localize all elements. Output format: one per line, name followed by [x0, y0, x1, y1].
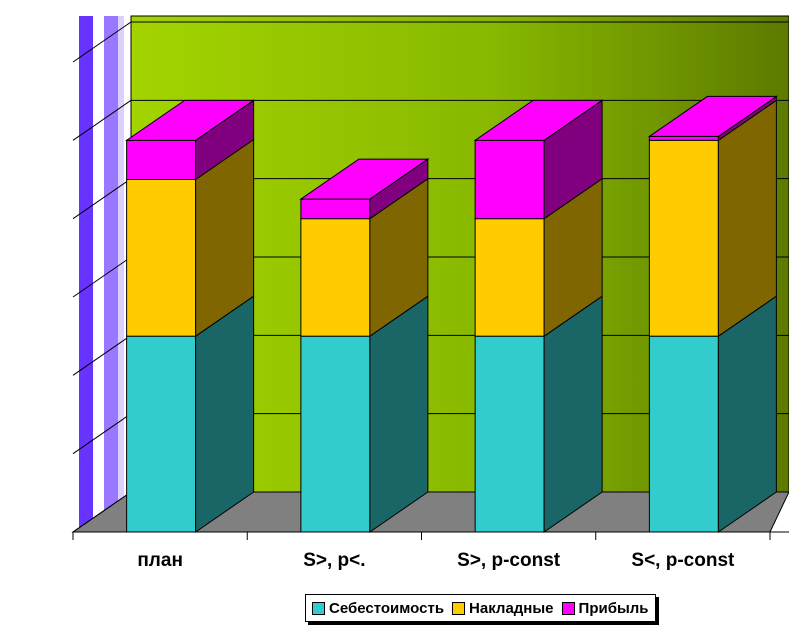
bar-segment — [648, 295, 777, 533]
gridline-side — [72, 413, 132, 455]
bars — [125, 95, 778, 533]
bar-side — [195, 295, 255, 533]
gridline-side — [72, 256, 132, 298]
bar-front — [648, 135, 719, 141]
bar-front — [126, 335, 197, 533]
bar-front — [300, 198, 371, 220]
legend-item-profit: Прибыль — [561, 599, 649, 617]
category-label: S>, p<. — [303, 550, 365, 571]
bar-front — [648, 335, 719, 533]
bar-segment — [474, 295, 603, 533]
bar-front — [648, 139, 719, 337]
category-axis-labels: план S>, p<. S>, p-const S<, p-const — [137, 550, 735, 571]
category-label: S>, p-const — [457, 550, 561, 571]
legend-item-overhead: Накладные — [452, 599, 554, 617]
legend: Себестоимость Накладные Прибыль — [305, 594, 656, 622]
bar-front — [474, 139, 545, 220]
gridline-side — [72, 178, 132, 220]
bar-front — [300, 218, 371, 337]
bar-segment — [474, 177, 603, 338]
side-wall-stripe — [104, 16, 118, 532]
bar-front — [300, 335, 371, 533]
legend-swatch-cost — [312, 601, 325, 615]
legend-label-cost: Себестоимость — [329, 599, 445, 617]
gridline-side — [72, 334, 132, 376]
legend-swatch-profit — [561, 601, 575, 615]
category-label: план — [137, 550, 183, 571]
bar-top — [473, 99, 604, 141]
bar-segment — [299, 158, 430, 220]
value-axis — [72, 531, 789, 540]
bar-front — [474, 218, 545, 337]
bar-top — [125, 99, 256, 141]
bar-segment — [126, 138, 255, 338]
bar-segment — [473, 99, 604, 220]
bar-side — [717, 99, 777, 338]
bar-segment — [300, 177, 429, 338]
legend-label-overhead: Накладные — [469, 599, 554, 617]
bar-front — [126, 139, 197, 180]
bar-side — [543, 295, 603, 533]
gridline-side — [72, 491, 132, 533]
side-wall-stripe — [118, 16, 124, 532]
bar-top — [299, 158, 430, 200]
bar-segment — [126, 295, 255, 533]
legend-label-profit: Прибыль — [578, 599, 649, 617]
bar-front — [474, 335, 545, 533]
bar-top — [647, 95, 778, 137]
side-wall-stripe — [79, 16, 93, 532]
bar-side — [369, 295, 429, 533]
legend-item-cost: Себестоимость — [312, 600, 444, 617]
category-label: S<, p-const — [631, 550, 735, 571]
bar-segment — [300, 295, 429, 533]
legend-swatch-overhead — [452, 601, 466, 615]
bar-segment — [125, 99, 256, 181]
bar-front — [126, 179, 197, 337]
gridline-side — [72, 21, 132, 63]
bar-segment — [648, 99, 777, 338]
bar-segment — [647, 95, 778, 142]
bar-side — [717, 295, 777, 533]
gridline-side — [72, 99, 132, 141]
